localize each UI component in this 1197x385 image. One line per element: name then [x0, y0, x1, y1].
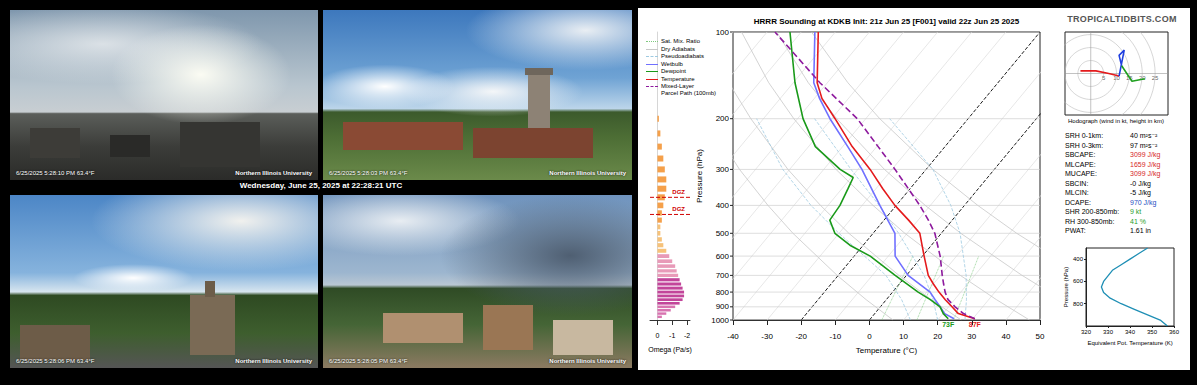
svg-text:10: 10 [1113, 74, 1120, 81]
html-text:40 m²s⁻²: 40 m²s⁻² [1130, 132, 1158, 139]
svg-text:Equivalent Pot. Temperature (K: Equivalent Pot. Temperature (K) [1087, 340, 1172, 346]
html-text:Wetbulb: Wetbulb [661, 60, 683, 67]
html-text:97 m²s⁻²: 97 m²s⁻² [1130, 141, 1158, 149]
svg-text:100: 100 [716, 28, 730, 37]
svg-text:200: 200 [716, 114, 730, 123]
svg-text:0: 0 [867, 332, 872, 341]
html-text:DCAPE:: DCAPE: [1065, 198, 1092, 206]
html-text:Northern Illinois University: Northern Illinois University [235, 170, 312, 176]
html-text:1.61 in: 1.61 in [1130, 227, 1151, 234]
html-text:SBCAPE:: SBCAPE: [1065, 151, 1096, 158]
html-text:Northern Illinois University: Northern Illinois University [235, 358, 312, 364]
svg-text:10: 10 [899, 332, 908, 341]
svg-text:DGZ: DGZ [672, 206, 685, 212]
svg-text:40: 40 [1001, 332, 1010, 341]
svg-text:600: 600 [716, 252, 730, 261]
svg-text:-2: -2 [684, 332, 690, 339]
html-text:41 %: 41 % [1130, 217, 1146, 225]
svg-text:-40: -40 [727, 332, 739, 341]
html-text:6/25/2025 5:28:10 PM 63.4°F: 6/25/2025 5:28:10 PM 63.4°F [16, 170, 95, 176]
html-text:Sat. Mix. Ratio: Sat. Mix. Ratio [661, 38, 700, 44]
svg-text:73F: 73F [942, 321, 955, 328]
html-text:1659 J/kg: 1659 J/kg [1130, 160, 1161, 168]
html-text:-0 J/kg: -0 J/kg [1130, 179, 1151, 187]
html-text:MUCAPE:: MUCAPE: [1065, 170, 1097, 177]
svg-text:20: 20 [1138, 74, 1146, 81]
svg-text:-30: -30 [761, 332, 773, 341]
html-text:SBCIN:: SBCIN: [1065, 179, 1089, 187]
svg-text:-20: -20 [795, 332, 807, 341]
html-text:Dewpoint: Dewpoint [661, 68, 686, 74]
svg-text:700: 700 [716, 271, 730, 280]
svg-text:15: 15 [1126, 74, 1133, 81]
html-text:6/25/2025 5:28:06 PM 63.4°F: 6/25/2025 5:28:06 PM 63.4°F [16, 358, 95, 364]
svg-text:25: 25 [1152, 75, 1159, 81]
html-text:RH 300-850mb:: RH 300-850mb: [1065, 217, 1115, 225]
svg-text:87F: 87F [969, 321, 982, 328]
html-text:Pseudoadiabats: Pseudoadiabats [661, 53, 704, 59]
html-text:SRH 0-1km:: SRH 0-1km: [1065, 132, 1104, 139]
html-text:Parcel Path (100mb): Parcel Path (100mb) [661, 90, 716, 96]
html-text:Hodograph (wind in kt, height: Hodograph (wind in kt, height in km) [1068, 118, 1164, 124]
svg-text:5: 5 [1102, 75, 1106, 81]
svg-text:20: 20 [933, 332, 942, 341]
html-text:Dry Adiabats: Dry Adiabats [661, 45, 695, 52]
svg-text:350: 350 [1147, 329, 1158, 335]
svg-text:340: 340 [1125, 329, 1136, 335]
html-text:6/25/2025 5:28:05 PM 63.4°F: 6/25/2025 5:28:05 PM 63.4°F [329, 358, 408, 364]
svg-text:-1: -1 [669, 332, 675, 339]
svg-text:900: 900 [716, 302, 730, 311]
svg-text:30: 30 [967, 332, 976, 341]
svg-text:500: 500 [716, 229, 730, 238]
svg-text:600: 600 [1073, 278, 1084, 284]
html-text:PWAT:: PWAT: [1065, 227, 1086, 234]
svg-text:300: 300 [716, 165, 730, 174]
svg-text:50: 50 [1036, 332, 1045, 341]
html-text:SRH 0-3km:: SRH 0-3km: [1065, 141, 1104, 149]
svg-text:400: 400 [1073, 256, 1084, 262]
svg-text:800: 800 [716, 288, 730, 297]
svg-text:400: 400 [716, 201, 730, 210]
html-text:3099 J/kg: 3099 J/kg [1130, 170, 1161, 177]
svg-text:360: 360 [1169, 329, 1180, 335]
html-text:3099 J/kg: 3099 J/kg [1130, 151, 1161, 158]
svg-text:DGZ: DGZ [672, 189, 685, 195]
svg-text:Pressure (hPa): Pressure (hPa) [1063, 267, 1069, 307]
html-text:6/25/2025 5:28:03 PM 63.4°F: 6/25/2025 5:28:03 PM 63.4°F [329, 170, 408, 176]
html-text:MLCIN:: MLCIN: [1065, 189, 1089, 196]
svg-text:-10: -10 [830, 332, 842, 341]
svg-text:330: 330 [1103, 329, 1114, 335]
svg-text:Omega (Pa/s): Omega (Pa/s) [648, 346, 692, 354]
svg-text:1000: 1000 [711, 316, 729, 325]
html-text:Wednesday, June 25, 2025 at 22: Wednesday, June 25, 2025 at 22:28:21 UTC [239, 181, 403, 190]
svg-text:Temperature (°C): Temperature (°C) [856, 346, 918, 355]
html-text:HRRR Sounding at KDKB Init: 21: HRRR Sounding at KDKB Init: 21z Jun 25 [… [753, 17, 1020, 26]
html-text:Northern Illinois University: Northern Illinois University [549, 358, 626, 364]
svg-text:Pressure (hPa): Pressure (hPa) [695, 149, 704, 203]
html-text:970 J/kg: 970 J/kg [1130, 198, 1157, 206]
html-text:-5 J/kg: -5 J/kg [1130, 189, 1151, 196]
svg-text:0: 0 [655, 332, 659, 339]
html-text:9 kt: 9 kt [1130, 208, 1142, 215]
html-text:TROPICALTIDBITS.COM: TROPICALTIDBITS.COM [1067, 14, 1177, 24]
html-text:Northern Illinois University: Northern Illinois University [549, 170, 626, 176]
html-text:Mixed-Layer: Mixed-Layer [661, 83, 694, 89]
html-text:Temperature: Temperature [661, 75, 695, 82]
html-text:SHR 200-850mb:: SHR 200-850mb: [1065, 208, 1120, 215]
html-text:MLCAPE:: MLCAPE: [1065, 160, 1096, 168]
svg-text:320: 320 [1081, 329, 1092, 335]
svg-text:800: 800 [1073, 301, 1084, 307]
